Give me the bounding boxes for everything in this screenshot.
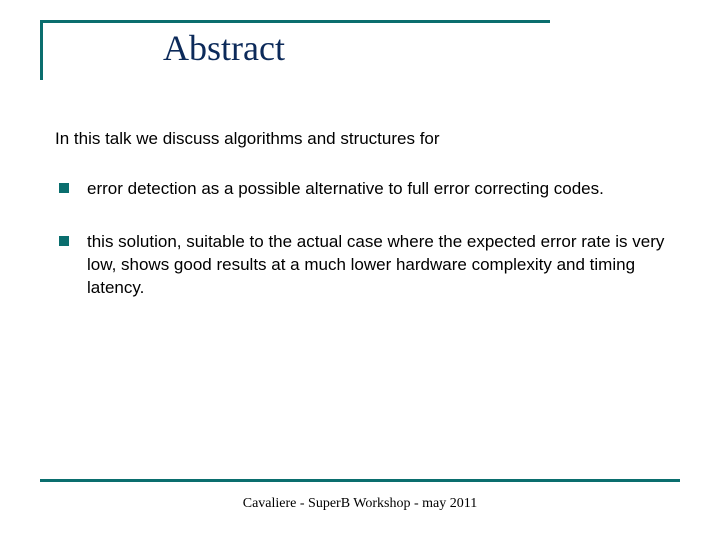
- list-item: error detection as a possible alternativ…: [55, 178, 670, 201]
- divider: [40, 479, 680, 482]
- square-bullet-icon: [59, 236, 69, 246]
- square-bullet-icon: [59, 183, 69, 193]
- slide-title: Abstract: [163, 27, 550, 69]
- list-item: this solution, suitable to the actual ca…: [55, 231, 670, 300]
- bullet-text: error detection as a possible alternativ…: [87, 178, 670, 201]
- slide-body: In this talk we discuss algorithms and s…: [55, 128, 670, 330]
- intro-text: In this talk we discuss algorithms and s…: [55, 128, 670, 150]
- title-frame: Abstract: [40, 20, 550, 80]
- slide-footer: Cavaliere - SuperB Workshop - may 2011: [0, 496, 720, 512]
- slide: Abstract In this talk we discuss algorit…: [0, 0, 720, 540]
- bullet-text: this solution, suitable to the actual ca…: [87, 231, 670, 300]
